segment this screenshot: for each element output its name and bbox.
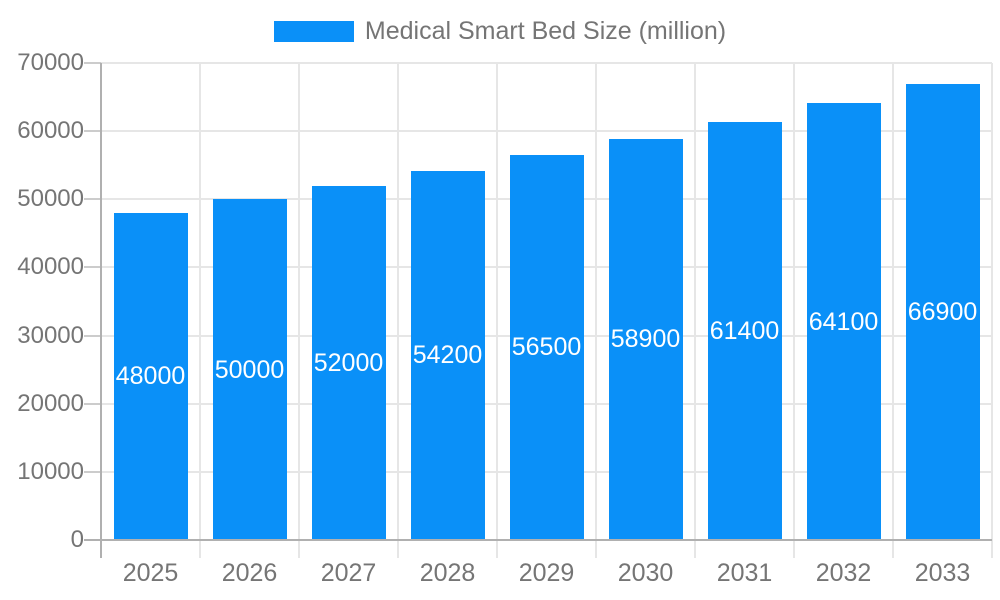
x-axis-label: 2025 — [122, 559, 179, 587]
v-gridline — [496, 63, 498, 558]
y-axis-label: 10000 — [17, 457, 84, 485]
legend-label: Medical Smart Bed Size (million) — [364, 16, 727, 45]
bar — [509, 154, 584, 540]
x-axis-label: 2026 — [221, 559, 278, 587]
y-axis-label: 0 — [70, 526, 84, 553]
bar — [707, 121, 782, 540]
bar-value-label: 50000 — [214, 355, 285, 384]
y-tick-mark — [84, 198, 101, 201]
v-gridline — [397, 63, 399, 558]
y-tick-mark — [84, 470, 101, 473]
bar-value-label: 52000 — [313, 348, 384, 377]
y-axis-label: 50000 — [17, 185, 84, 213]
h-gridline — [101, 130, 992, 133]
bar-value-label: 64100 — [808, 307, 879, 336]
y-axis-label: 30000 — [17, 321, 84, 349]
y-tick-mark — [84, 62, 101, 64]
y-axis-label: 20000 — [17, 389, 84, 417]
v-gridline — [298, 63, 300, 558]
y-tick-mark — [84, 402, 101, 405]
y-tick-mark — [84, 130, 101, 133]
y-axis-label: 40000 — [17, 253, 84, 281]
bar — [410, 170, 485, 540]
bar — [608, 138, 683, 540]
bar — [311, 185, 386, 540]
bar — [806, 103, 881, 540]
chart-legend: Medical Smart Bed Size (million) — [0, 16, 1000, 46]
x-axis-line — [84, 539, 992, 541]
bar-value-label: 58900 — [610, 325, 681, 354]
bar-value-label: 48000 — [115, 362, 186, 391]
x-axis-label: 2032 — [815, 559, 872, 587]
v-gridline — [199, 63, 201, 558]
legend-swatch-icon — [273, 20, 354, 42]
bar — [905, 84, 980, 540]
v-gridline — [991, 63, 993, 558]
y-tick-mark — [84, 266, 101, 269]
x-axis-label: 2033 — [914, 559, 971, 587]
bar-value-label: 66900 — [907, 298, 978, 327]
v-gridline — [595, 63, 597, 558]
y-axis-label: 60000 — [17, 117, 84, 145]
x-axis-label: 2027 — [320, 559, 377, 587]
x-axis-label: 2030 — [617, 559, 674, 587]
v-gridline — [892, 63, 894, 558]
y-tick-mark — [84, 334, 101, 337]
v-gridline — [694, 63, 696, 558]
bar-value-label: 61400 — [709, 316, 780, 345]
x-axis-label: 2028 — [419, 559, 476, 587]
bar — [113, 212, 188, 540]
v-gridline — [793, 63, 795, 558]
bar — [212, 199, 287, 540]
h-gridline — [101, 62, 992, 64]
bar-value-label: 54200 — [412, 341, 483, 370]
bar-value-label: 56500 — [511, 333, 582, 362]
y-axis-label: 70000 — [17, 49, 84, 76]
x-axis-label: 2031 — [716, 559, 773, 587]
x-axis-label: 2029 — [518, 559, 575, 587]
y-axis-line — [100, 63, 102, 558]
